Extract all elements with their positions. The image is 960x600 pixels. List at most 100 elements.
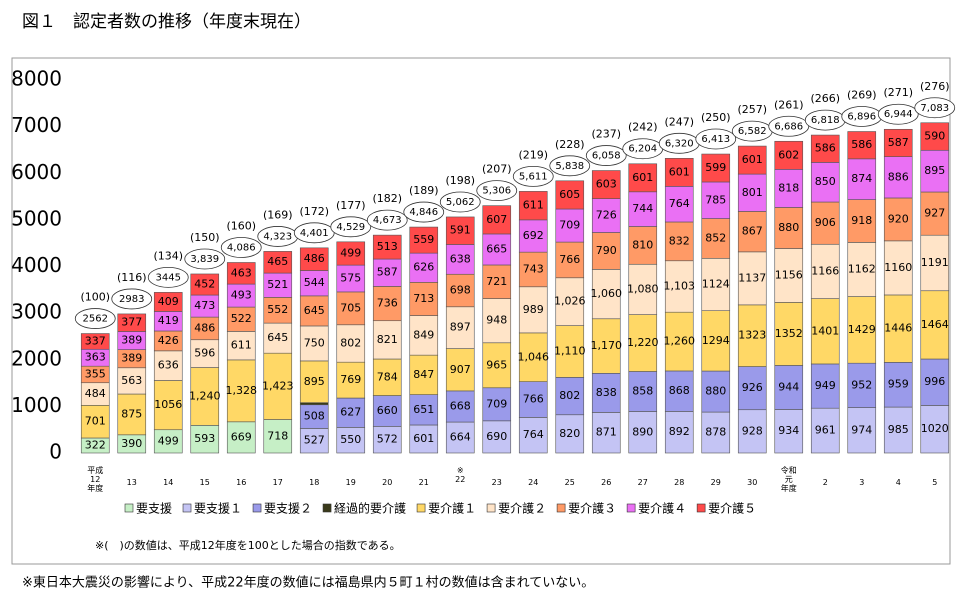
- bar-segment: [117, 367, 147, 395]
- bar-segment: [482, 342, 512, 389]
- index-label: (177): [336, 199, 366, 212]
- index-label: (172): [299, 205, 329, 218]
- value-label: 664: [450, 431, 471, 444]
- value-label: 766: [523, 393, 544, 406]
- chart-title: 図１ 認定者数の推移（年度末現在）: [22, 12, 311, 32]
- bar-segment: [847, 362, 877, 408]
- total-label: 6,896: [847, 111, 876, 122]
- value-label: 878: [705, 426, 726, 439]
- value-label: 499: [158, 434, 179, 447]
- bar-segment: [445, 273, 475, 308]
- value-label: 974: [851, 423, 872, 436]
- legend-swatch: [626, 503, 636, 513]
- index-label: (198): [445, 174, 475, 187]
- value-label: 377: [121, 316, 142, 329]
- bar-segment: [591, 269, 621, 320]
- bar-segment: [482, 387, 512, 422]
- bar-segment: [920, 149, 950, 193]
- index-label: (247): [664, 115, 694, 128]
- total-ellipse: [111, 288, 153, 310]
- legend-swatch: [416, 503, 426, 513]
- value-label: 521: [267, 278, 288, 291]
- bar-segment: [774, 207, 804, 249]
- x-tick-label: 15: [199, 478, 210, 487]
- value-label: 563: [121, 374, 142, 387]
- bar-segment: [847, 199, 877, 243]
- total-label: 5,306: [482, 186, 511, 197]
- bar-segment: [774, 140, 804, 170]
- bar-segment: [701, 257, 731, 312]
- total-label: 6,818: [811, 115, 840, 126]
- value-label: 907: [450, 363, 471, 376]
- value-label: 1191: [921, 256, 949, 269]
- value-label: 603: [596, 178, 617, 191]
- index-label: (276): [920, 80, 950, 93]
- value-label: 701: [85, 415, 106, 428]
- value-label: 626: [413, 261, 434, 274]
- value-label: 1160: [884, 261, 912, 274]
- bar-segment: [664, 411, 694, 454]
- x-tick-label: 19: [345, 478, 356, 487]
- bar-segment: [226, 359, 256, 423]
- value-label: 880: [705, 385, 726, 398]
- value-label: 593: [194, 432, 215, 445]
- bar-segment: [701, 370, 731, 413]
- bar-segment: [847, 242, 877, 297]
- index-label: (228): [555, 138, 585, 151]
- bar-segment: [555, 180, 585, 210]
- value-label: 1137: [738, 271, 766, 284]
- y-tick-label: 4000: [11, 253, 62, 277]
- value-label: 852: [705, 231, 726, 244]
- bar-segment: [190, 273, 220, 296]
- legend-label: 経過的要介護: [334, 501, 406, 516]
- y-tick-label: 2000: [11, 346, 62, 370]
- value-label: 645: [304, 304, 325, 317]
- x-tick-label: 13: [126, 478, 137, 487]
- value-label: 1,046: [518, 350, 550, 363]
- value-label: 1,060: [591, 287, 623, 300]
- total-label: 6,058: [592, 151, 621, 162]
- value-label: 1,170: [591, 339, 623, 352]
- total-ellipse: [585, 145, 627, 166]
- bar-segment: [737, 304, 767, 367]
- value-label: 601: [669, 165, 690, 178]
- bar-segment: [445, 216, 475, 245]
- bar-segment: [299, 270, 329, 297]
- bar-segment: [591, 373, 621, 413]
- value-label: 1,103: [664, 279, 696, 292]
- bar-segment: [737, 145, 767, 175]
- bar-segment: [80, 405, 110, 439]
- total-label: 4,529: [336, 222, 365, 233]
- bar-segment: [299, 295, 329, 327]
- value-label: 764: [669, 197, 690, 210]
- value-label: 802: [340, 336, 361, 349]
- value-label: 838: [596, 386, 617, 399]
- total-label: 3445: [156, 272, 181, 283]
- value-label: 544: [304, 276, 325, 289]
- total-label: 4,673: [373, 215, 402, 226]
- value-label: 961: [815, 424, 836, 437]
- bar-segment: [409, 252, 439, 283]
- value-label: 586: [815, 142, 836, 155]
- total-ellipse: [184, 248, 226, 270]
- bar-segment: [482, 420, 512, 454]
- bar-segment: [883, 240, 913, 296]
- bar-segment: [518, 381, 548, 418]
- bar-segment: [774, 169, 804, 208]
- bar-segment: [299, 325, 329, 362]
- bar-segment: [628, 163, 658, 193]
- value-label: 572: [377, 433, 398, 446]
- value-label: 1056: [154, 398, 182, 411]
- legend-label: 要介護２: [498, 501, 546, 516]
- value-label: 784: [377, 370, 398, 383]
- bar-segment: [664, 158, 694, 187]
- value-label: 858: [632, 385, 653, 398]
- value-label: 965: [486, 358, 507, 371]
- bar-segment: [774, 365, 804, 410]
- x-tick-label: 令和 元 年度: [780, 466, 797, 493]
- bar-segment: [883, 294, 913, 363]
- bar-segment: [263, 352, 293, 420]
- bar-segment: [664, 311, 694, 372]
- total-ellipse: [147, 266, 189, 288]
- total-ellipse: [476, 180, 518, 202]
